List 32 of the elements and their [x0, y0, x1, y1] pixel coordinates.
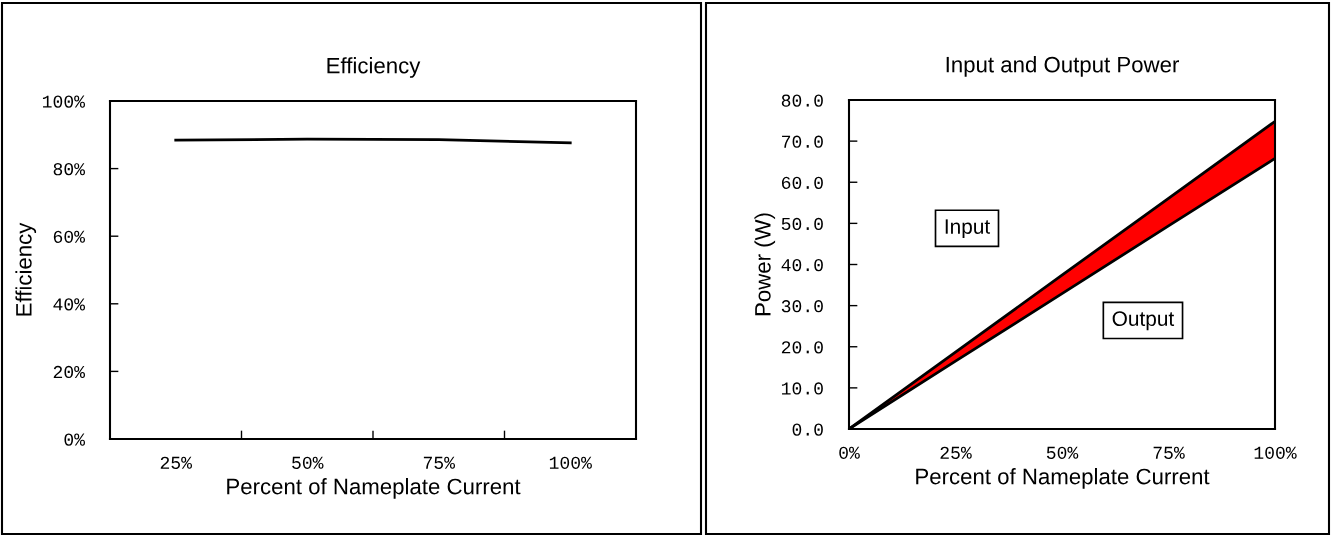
- y-tick-label: 30.0: [781, 300, 823, 313]
- x-tick-label: 100%: [549, 456, 592, 469]
- y-tick-label: 60%: [53, 230, 86, 243]
- x-tick-label: 25%: [940, 446, 972, 459]
- y-tick-label: 0%: [64, 433, 86, 446]
- y-tick-label: 60.0: [781, 176, 823, 189]
- x-tick-label: 0%: [839, 446, 860, 459]
- y-tick-label: 20%: [53, 365, 86, 379]
- y-axis-title: Power (W): [754, 213, 776, 316]
- annotation: Input: [945, 219, 991, 239]
- annotation: Output: [1112, 311, 1175, 331]
- y-tick-label: 10.0: [781, 382, 823, 395]
- x-tick-label: 25%: [160, 456, 193, 469]
- y-tick-label: 40.0: [781, 258, 823, 272]
- y-tick-label: 80%: [53, 163, 86, 176]
- x-tick-label: 50%: [292, 456, 324, 469]
- y-tick-label: 40%: [53, 298, 86, 311]
- x-tick-label: 100%: [1254, 446, 1297, 459]
- y-axis-title: Efficiency: [15, 222, 37, 316]
- x-axis-title: Percent of Nameplate Current: [916, 468, 1210, 489]
- chart-title: Input and Output Power: [946, 56, 1179, 77]
- x-tick-label: 75%: [423, 456, 456, 469]
- y-tick-label: 80.0: [781, 94, 823, 107]
- x-axis-title: Percent of Nameplate Current: [227, 478, 521, 499]
- y-tick-label: 70.0: [782, 135, 823, 148]
- y-tick-label: 20.0: [781, 341, 823, 354]
- y-tick-label: 100%: [42, 95, 86, 108]
- x-tick-label: 75%: [1153, 446, 1185, 459]
- chart-title: Efficiency: [327, 57, 421, 78]
- y-tick-label: 0.0: [792, 423, 823, 436]
- y-tick-label: 50.0: [781, 217, 823, 231]
- x-tick-label: 50%: [1046, 446, 1079, 459]
